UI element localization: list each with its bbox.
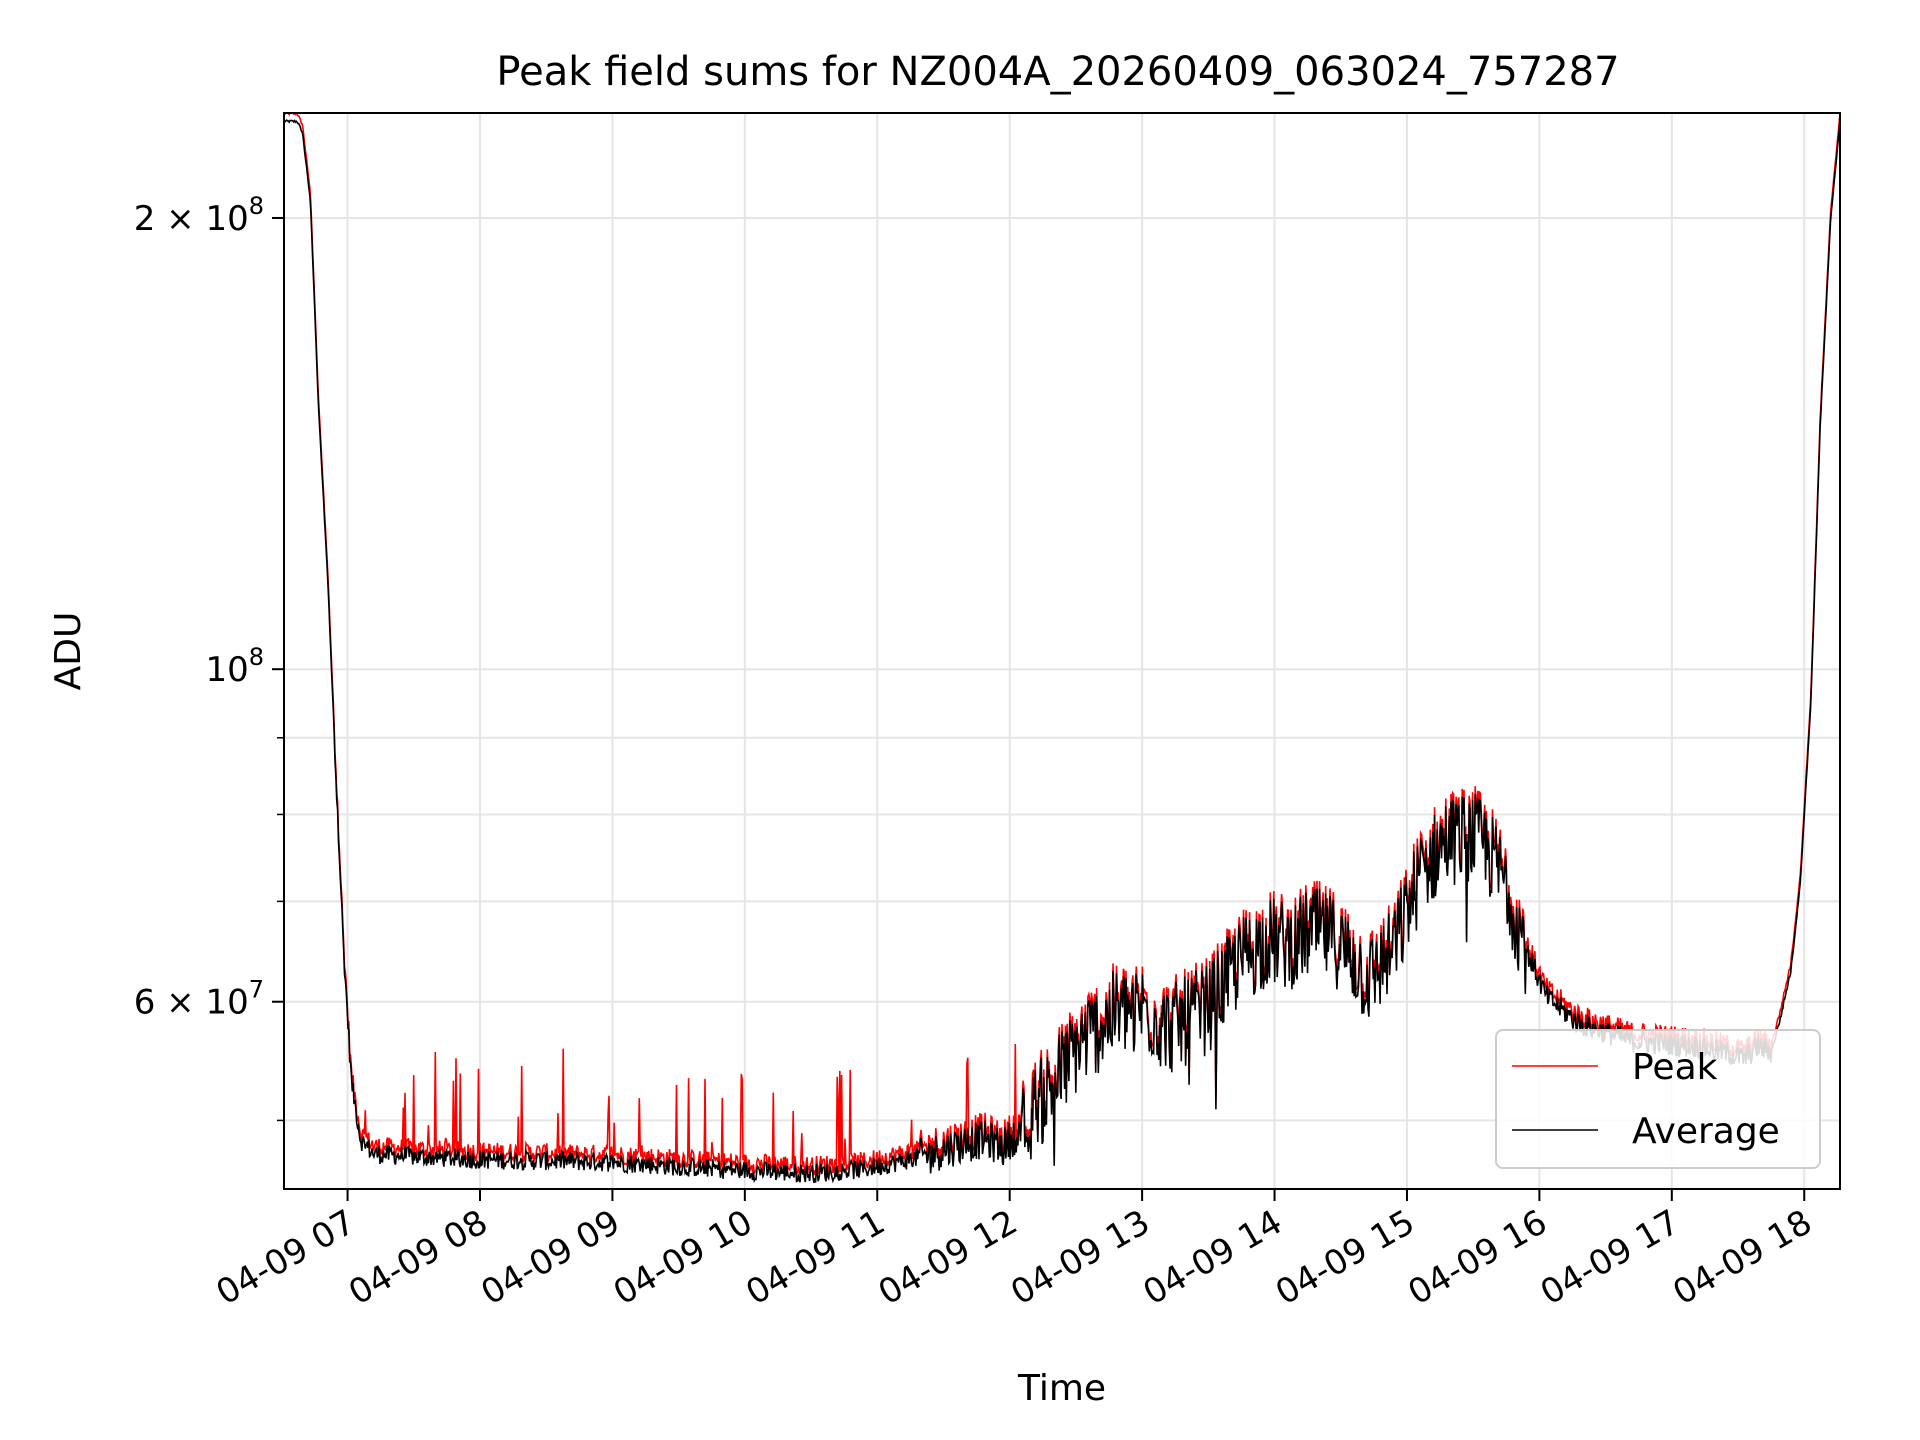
y-tick-times-sign: × 10 xyxy=(155,983,248,1023)
y-tick-mantissa: 2 xyxy=(134,199,156,239)
y-tick-base: 10 xyxy=(205,650,248,690)
legend-average-label: Average xyxy=(1632,1111,1780,1152)
grid xyxy=(284,113,1840,1189)
y-tick-exponent: 8 xyxy=(249,643,264,671)
chart-title: Peak field sums for NZ004A_20260409_0630… xyxy=(496,49,1619,95)
y-axis-label: ADU xyxy=(48,612,89,691)
y-tick-times-sign: × 10 xyxy=(155,199,248,239)
x-axis-label: Time xyxy=(1017,1368,1106,1409)
y-tick-exponent: 8 xyxy=(249,192,264,220)
axes-frame xyxy=(283,112,1841,1190)
legend-box xyxy=(1495,1029,1821,1169)
legend: Peak Average xyxy=(1495,1029,1821,1169)
y-tick-label: 6 × 107 xyxy=(134,976,264,1023)
y-tick-label: 108 xyxy=(205,643,264,690)
legend-peak-label: Peak xyxy=(1632,1047,1718,1088)
y-tick-mantissa: 6 xyxy=(134,983,156,1023)
y-tick-exponent: 7 xyxy=(249,976,264,1004)
y-tick-label: 2 × 108 xyxy=(134,192,264,239)
